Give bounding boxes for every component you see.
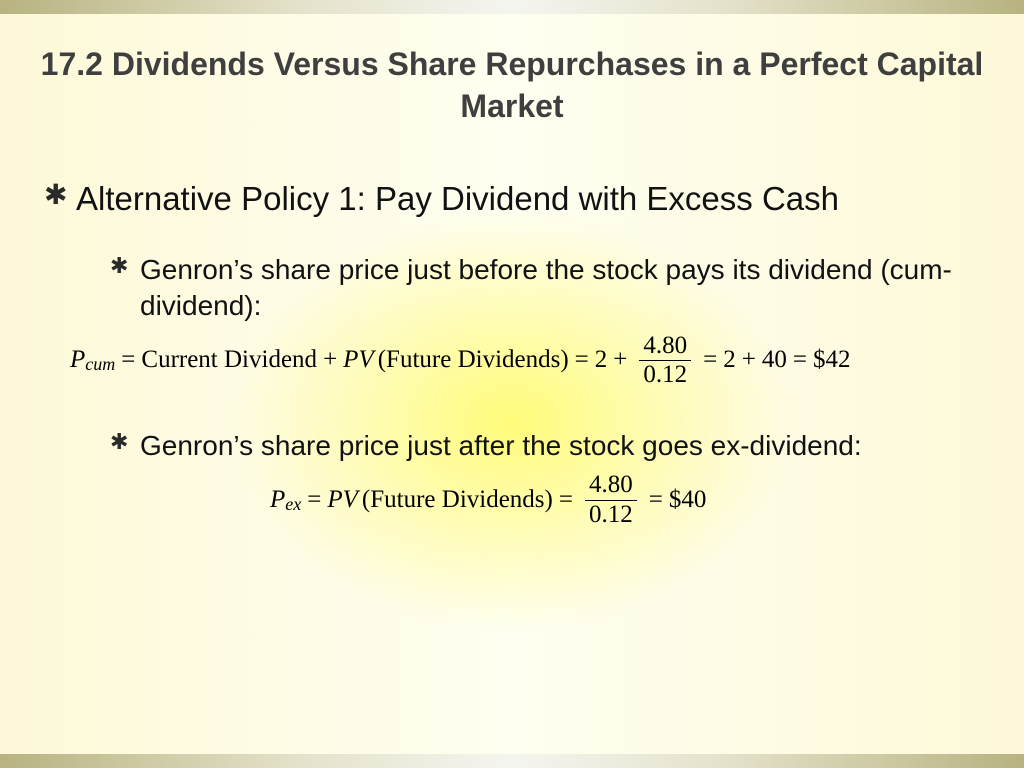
eq-subscript: cum xyxy=(85,354,115,375)
bullet-marker-icon: ✱ xyxy=(40,177,76,213)
eq-denominator: 0.12 xyxy=(639,361,691,388)
eq-fraction: 4.80 0.12 xyxy=(639,333,691,389)
bullet-marker-icon: ✱ xyxy=(110,428,140,457)
eq-result: $42 xyxy=(813,346,851,374)
eq-equals: = xyxy=(649,486,663,514)
eq-equals: = xyxy=(793,346,807,374)
eq-var: P xyxy=(270,486,285,514)
bullet-text: Alternative Policy 1: Pay Dividend with … xyxy=(76,177,839,222)
eq-fraction: 4.80 0.12 xyxy=(585,472,637,528)
eq-plus: + xyxy=(742,346,756,374)
eq-numerator: 4.80 xyxy=(639,333,691,361)
eq-equals: = xyxy=(703,346,717,374)
eq-term: Current Dividend xyxy=(141,346,317,374)
eq-plus: + xyxy=(613,346,627,374)
slide-title: 17.2 Dividends Versus Share Repurchases … xyxy=(40,44,984,127)
equation-ex-dividend: Pex = PV (Future Dividends) = 4.80 0.12 … xyxy=(270,472,984,528)
eq-value: 2 xyxy=(723,346,736,374)
eq-equals: = xyxy=(559,486,573,514)
eq-plus: + xyxy=(323,346,337,374)
bullet-level2: ✱ Genron’s share price just after the st… xyxy=(110,428,984,464)
bullet-level2: ✱ Genron’s share price just before the s… xyxy=(110,252,984,325)
eq-equals: = xyxy=(307,486,321,514)
eq-pv: PV xyxy=(327,486,358,514)
eq-numerator: 4.80 xyxy=(585,472,637,500)
eq-equals: = xyxy=(575,346,589,374)
slide-content: 17.2 Dividends Versus Share Repurchases … xyxy=(0,14,1024,754)
bullet-marker-icon: ✱ xyxy=(110,252,140,281)
eq-value: 2 xyxy=(595,346,608,374)
bottom-border-bar xyxy=(0,754,1024,768)
eq-result: $40 xyxy=(669,486,707,514)
eq-var: P xyxy=(70,346,85,374)
eq-value: 40 xyxy=(762,346,787,374)
eq-arg: (Future Dividends) xyxy=(362,486,553,514)
bullet-text: Genron’s share price just before the sto… xyxy=(140,252,960,325)
eq-arg: (Future Dividends) xyxy=(378,346,569,374)
bullet-text: Genron’s share price just after the stoc… xyxy=(140,428,862,464)
equation-cum-dividend: Pcum = Current Dividend + PV (Future Div… xyxy=(70,333,984,389)
eq-denominator: 0.12 xyxy=(585,501,637,528)
bullet-level1: ✱ Alternative Policy 1: Pay Dividend wit… xyxy=(40,177,984,222)
eq-pv: PV xyxy=(343,346,374,374)
top-border-bar xyxy=(0,0,1024,14)
eq-equals: = xyxy=(121,346,135,374)
eq-subscript: ex xyxy=(285,494,301,515)
